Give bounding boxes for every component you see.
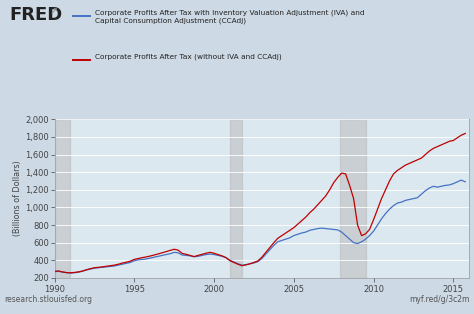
Bar xyxy=(55,119,71,278)
Y-axis label: (Billions of Dollars): (Billions of Dollars) xyxy=(13,161,22,236)
Text: Corporate Profits After Tax with Inventory Valuation Adjustment (IVA) and
Capita: Corporate Profits After Tax with Invento… xyxy=(95,9,365,24)
Text: ↗: ↗ xyxy=(50,6,58,16)
Bar xyxy=(230,119,242,278)
Bar xyxy=(340,119,365,278)
Text: myf.red/g/3c2m: myf.red/g/3c2m xyxy=(409,295,469,304)
Text: research.stlouisfed.org: research.stlouisfed.org xyxy=(5,295,93,304)
Text: FRED: FRED xyxy=(9,6,63,24)
Text: Corporate Profits After Tax (without IVA and CCAdj): Corporate Profits After Tax (without IVA… xyxy=(95,54,282,60)
